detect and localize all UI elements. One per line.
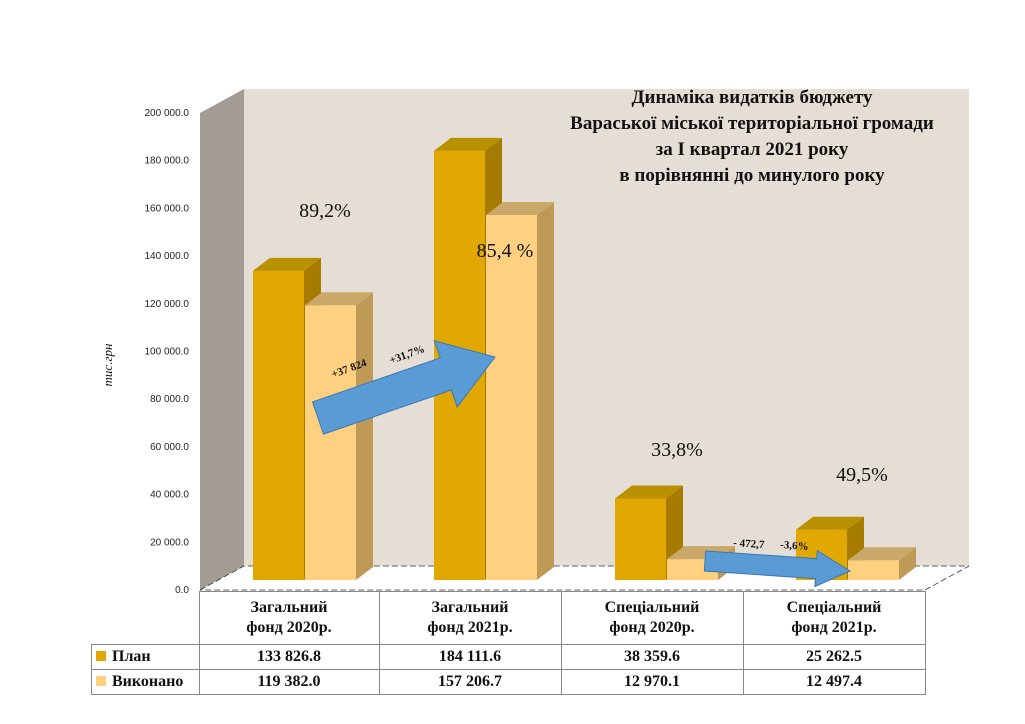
bar-done-top: [848, 547, 916, 561]
legend-done-label: Виконано: [112, 673, 184, 690]
bar-done-side: [899, 547, 916, 580]
category-line: фонд 2020р.: [609, 619, 695, 636]
category-line: Спеціальний: [786, 599, 882, 616]
bar-plan-front: [615, 498, 666, 580]
y-tick-label: 60 000.0: [150, 442, 189, 453]
y-axis-label: тис.грн: [100, 344, 115, 387]
arrow-label: - 472,7: [733, 537, 765, 551]
table-header-row: Загальний фонд 2020р. Загальний фонд 202…: [92, 591, 926, 645]
title-line-4: в порівнянні до минулого року: [619, 165, 885, 186]
y-tick-label: 160 000.0: [145, 203, 190, 214]
category-header: Загальний фонд 2020р.: [198, 591, 380, 645]
y-tick-label: 120 000.0: [145, 299, 190, 310]
table-cell: 184 111.6: [378, 644, 562, 670]
title-line-2: Вараської міської територіальної громади: [570, 113, 934, 134]
bar-done-top: [486, 202, 554, 216]
y-tick-label: 20 000.0: [150, 537, 189, 548]
bar-done: [848, 547, 916, 580]
bar-done-front: [848, 560, 899, 580]
category-header: Спеціальний фонд 2021р.: [742, 591, 926, 645]
bar-plan-top: [796, 516, 864, 530]
percent-label: 49,5%: [836, 464, 888, 486]
bar-done-front: [486, 215, 537, 581]
table-cell: 157 206.7: [378, 669, 562, 695]
bar-done: [305, 292, 373, 580]
category-header: Загальний фонд 2021р.: [378, 591, 562, 645]
y-axis: 0.0 20 000.0 40 000.0 60 000.0 80 000.0 100 0…: [145, 108, 190, 596]
table-cell: 25 262.5: [742, 644, 926, 670]
arrow-label: -3,6%: [780, 539, 809, 553]
legend-plan: План: [91, 644, 200, 670]
arrow-general-fund: [311, 340, 496, 435]
y-tick-label: 100 000.0: [145, 347, 190, 358]
title-line-1: Динаміка видатків бюджету: [631, 87, 873, 108]
table-row-plan: План 133 826.8 184 111.6 38 359.6 25 262…: [91, 644, 926, 670]
percent-label: 89,2%: [299, 200, 351, 222]
title-line-3: за І квартал 2021 року: [656, 139, 849, 160]
bar-done-side: [537, 202, 554, 581]
table-corner: [92, 592, 200, 645]
chart-title: Динаміка видатків бюджету Вараської місь…: [570, 87, 934, 186]
chart-back-wall: [244, 89, 969, 566]
table-cell: 12 970.1: [560, 669, 744, 695]
bar-plan-top: [253, 257, 321, 271]
table-row-done: Виконано 119 382.0 157 206.7 12 970.1 12…: [91, 669, 926, 695]
arrow-special-fund: [703, 549, 852, 588]
category-line: Загальний: [250, 599, 328, 616]
percent-label: 33,8%: [651, 439, 703, 461]
bar-plan-top: [615, 485, 683, 499]
percent-labels: 89,2% 85,4 % 33,8% 49,5%: [299, 200, 888, 486]
y-tick-label: 140 000.0: [145, 251, 190, 262]
y-tick-label: 40 000.0: [150, 490, 189, 501]
category-line: фонд 2021р.: [791, 619, 877, 636]
bar-done-top: [305, 292, 373, 306]
category-line: Спеціальний: [604, 599, 700, 616]
legend-plan-label: План: [112, 648, 151, 665]
bar-plan: [615, 485, 683, 580]
y-tick-label: 180 000.0: [145, 156, 190, 167]
bar-done: [486, 202, 554, 581]
done-swatch: [96, 676, 106, 686]
category-line: фонд 2020р.: [246, 619, 332, 636]
percent-label: 85,4 %: [477, 240, 534, 262]
y-tick-label: 80 000.0: [150, 394, 189, 405]
chart-left-wall: [200, 89, 244, 590]
category-line: фонд 2021р.: [427, 619, 513, 636]
table-cell: 12 497.4: [742, 669, 926, 695]
y-tick-label: 0.0: [175, 585, 189, 596]
table-cell: 38 359.6: [560, 644, 744, 670]
bar-plan-top: [434, 137, 502, 151]
plan-swatch: [96, 651, 106, 661]
bar-done-side: [356, 292, 373, 580]
data-table: Загальний фонд 2020р. Загальний фонд 202…: [91, 591, 926, 695]
category-line: Загальний: [431, 599, 509, 616]
y-tick-label: 200 000.0: [145, 108, 190, 119]
table-cell: 119 382.0: [198, 669, 380, 695]
bar-done-front: [305, 305, 356, 580]
bar-plan-front: [253, 270, 304, 580]
category-header: Спеціальний фонд 2020р.: [560, 591, 744, 645]
legend-done: Виконано: [91, 669, 200, 695]
table-cell: 133 826.8: [198, 644, 380, 670]
